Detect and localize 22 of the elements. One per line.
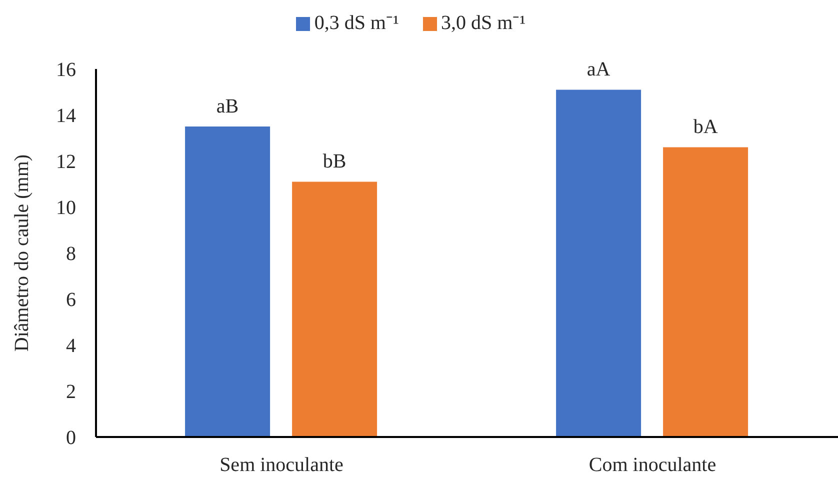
y-tick-label: 12 (56, 151, 76, 174)
y-tick-label: 2 (66, 381, 76, 404)
data-label: bA (693, 116, 718, 138)
bar (556, 90, 642, 437)
y-tick-label: 0 (66, 427, 76, 450)
y-tick-label: 16 (56, 59, 76, 82)
bar (663, 147, 748, 437)
x-tick-label: Sem inoculante (220, 454, 344, 476)
y-tick-label: 6 (66, 289, 76, 312)
x-tick-label: Com inoculante (588, 454, 716, 476)
y-axis-title: Diâmetro do caule (mm) (11, 154, 34, 352)
bar (185, 126, 270, 437)
y-tick-label: 14 (56, 105, 76, 128)
data-label: aA (586, 58, 611, 81)
legend-label: 3,0 dS m⁻¹ (441, 12, 526, 34)
y-tick-label: 8 (66, 243, 76, 266)
data-label: bB (322, 150, 346, 173)
y-tick-label: 4 (66, 335, 76, 358)
data-label: aB (216, 96, 239, 118)
legend-label: 0,3 dS m⁻¹ (314, 12, 399, 34)
bar (292, 182, 378, 437)
y-tick-label: 10 (56, 197, 76, 220)
